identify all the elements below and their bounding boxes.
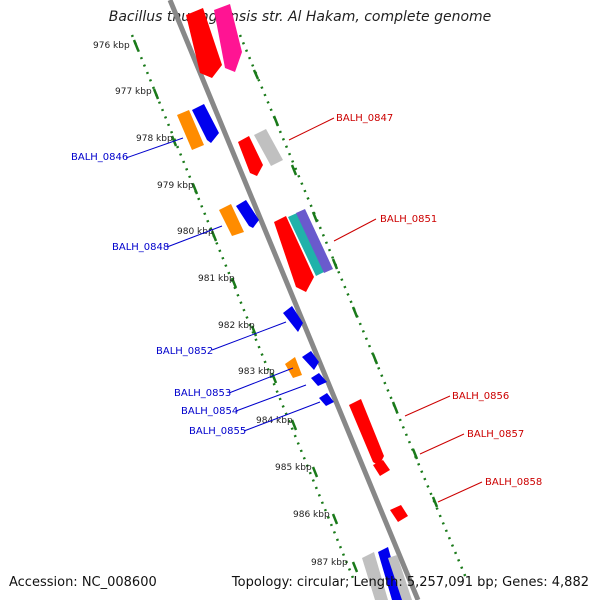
gene-arrow: [311, 373, 327, 386]
gene-arrow: [362, 552, 388, 600]
kbp-label: 978 kbp: [136, 134, 173, 144]
accession-label: Accession: NC_008600: [9, 575, 157, 590]
outer-tick-marks: [252, 69, 439, 508]
gene-arrow: [373, 460, 390, 476]
kbp-label: 980 kbp: [177, 227, 214, 237]
inner-tick-marks: [132, 39, 359, 573]
kbp-label: 984 kbp: [256, 416, 293, 426]
gene-arrow: [378, 547, 403, 600]
gene-arrow: [390, 505, 408, 522]
gene-label-balh-0858[interactable]: BALH_0858: [485, 477, 542, 488]
gene-arrow: [219, 204, 244, 236]
gene-arrow: [186, 8, 222, 78]
gene-arrow: [285, 357, 302, 378]
kbp-label: 982 kbp: [218, 321, 255, 331]
gene-arrow: [388, 555, 412, 600]
gene-label-balh-0846[interactable]: BALH_0846: [71, 152, 128, 163]
kbp-label: 979 kbp: [157, 181, 194, 191]
gene-label-balh-0852[interactable]: BALH_0852: [156, 346, 213, 357]
gene-arrow: [319, 393, 334, 406]
gene-arrow: [238, 136, 263, 176]
gene-label-balh-0853[interactable]: BALH_0853: [174, 388, 231, 399]
genome-stats: Topology: circular; Length: 5,257,091 bp…: [231, 575, 589, 590]
gene-label-balh-0856[interactable]: BALH_0856: [452, 391, 509, 402]
gene-arrow: [214, 4, 242, 72]
inner-dotted-track: [130, 34, 355, 579]
genome-backbone: [167, 0, 421, 600]
gene-arrow: [177, 110, 204, 150]
gene-arrow: [288, 213, 324, 276]
gene-label-balh-0851[interactable]: BALH_0851: [380, 214, 437, 225]
gene-callouts: [125, 117, 483, 503]
gene-label-balh-0855[interactable]: BALH_0855: [189, 426, 246, 437]
gene-label-balh-0848[interactable]: BALH_0848: [112, 242, 169, 253]
kbp-label: 976 kbp: [93, 41, 130, 51]
gene-arrow: [296, 209, 333, 273]
gene-label-balh-0854[interactable]: BALH_0854: [181, 406, 238, 417]
kbp-label: 986 kbp: [293, 510, 330, 520]
kbp-label: 985 kbp: [275, 463, 312, 473]
kbp-label: 981 kbp: [198, 274, 235, 284]
gene-label-balh-0847[interactable]: BALH_0847: [336, 113, 393, 124]
gene-arrow: [236, 200, 259, 228]
kbp-label: 987 kbp: [311, 558, 348, 568]
gene-arrow: [283, 306, 303, 332]
gene-arrow: [192, 104, 219, 143]
gene-label-balh-0857[interactable]: BALH_0857: [467, 429, 524, 440]
gene-arrow: [254, 129, 283, 166]
gene-arrow: [274, 216, 314, 292]
kbp-label: 983 kbp: [238, 367, 275, 377]
kbp-label: 977 kbp: [115, 87, 152, 97]
gene-arrow: [302, 351, 319, 370]
gene-arrow: [349, 399, 384, 466]
